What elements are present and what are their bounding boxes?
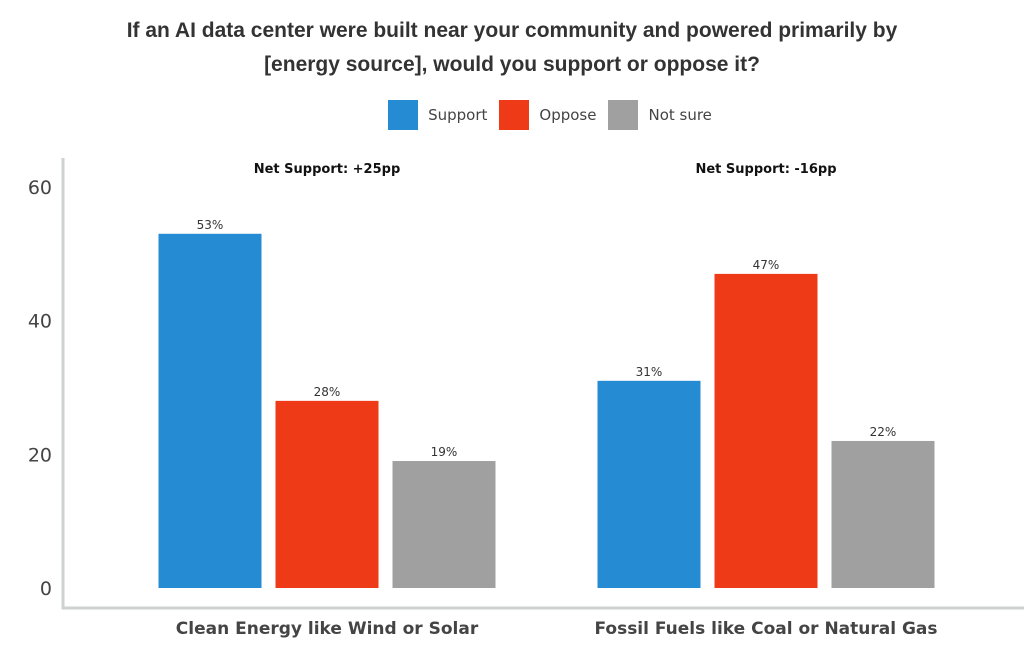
legend-label-not-sure: Not sure [648, 106, 712, 124]
chart-title: If an AI data center were built near you… [0, 14, 1024, 82]
category-label: Clean Energy like Wind or Solar [176, 619, 479, 639]
legend: Support Oppose Not sure [0, 100, 1024, 130]
legend-swatch-not-sure [608, 100, 639, 130]
bar-not-sure [392, 461, 496, 588]
y-ticks: 0 20 40 60 [28, 177, 52, 600]
group-labels: Net Support: +25pp Clean Energy like Wind… [176, 162, 938, 639]
category-label: Fossil Fuels like Coal or Natural Gas [594, 619, 937, 639]
data-label: 28% [314, 385, 341, 399]
chart-title-line-1: If an AI data center were built near you… [126, 19, 898, 42]
legend-item-support[interactable]: Support [388, 100, 487, 130]
legend-item-oppose[interactable]: Oppose [499, 100, 596, 130]
y-tick-label: 40 [28, 311, 52, 333]
bar-oppose [714, 273, 818, 588]
data-label: 31% [636, 365, 663, 379]
y-tick-label: 20 [28, 444, 52, 466]
net-support-annotation: Net Support: +25pp [254, 162, 401, 177]
net-support-annotation: Net Support: -16pp [695, 162, 836, 177]
data-label: 47% [753, 258, 780, 272]
y-tick-label: 60 [28, 177, 52, 199]
legend-label-support: Support [428, 106, 488, 124]
legend-swatch-support [388, 100, 419, 130]
bar-not-sure [831, 440, 935, 588]
data-label: 53% [197, 218, 224, 232]
chart-title-line-2: [energy source], would you support or op… [264, 53, 760, 76]
legend-item-not-sure[interactable]: Not sure [608, 100, 712, 130]
data-label: 22% [870, 425, 897, 439]
bars: 53% 28% 19% 31% 47% 22% [158, 218, 935, 589]
data-label: 19% [431, 445, 458, 459]
bar-support [158, 233, 262, 589]
y-tick-label: 0 [40, 578, 52, 600]
legend-label-oppose: Oppose [539, 106, 597, 124]
legend-swatch-oppose [499, 100, 530, 130]
bar-oppose [275, 400, 379, 588]
bar-support [597, 380, 701, 588]
